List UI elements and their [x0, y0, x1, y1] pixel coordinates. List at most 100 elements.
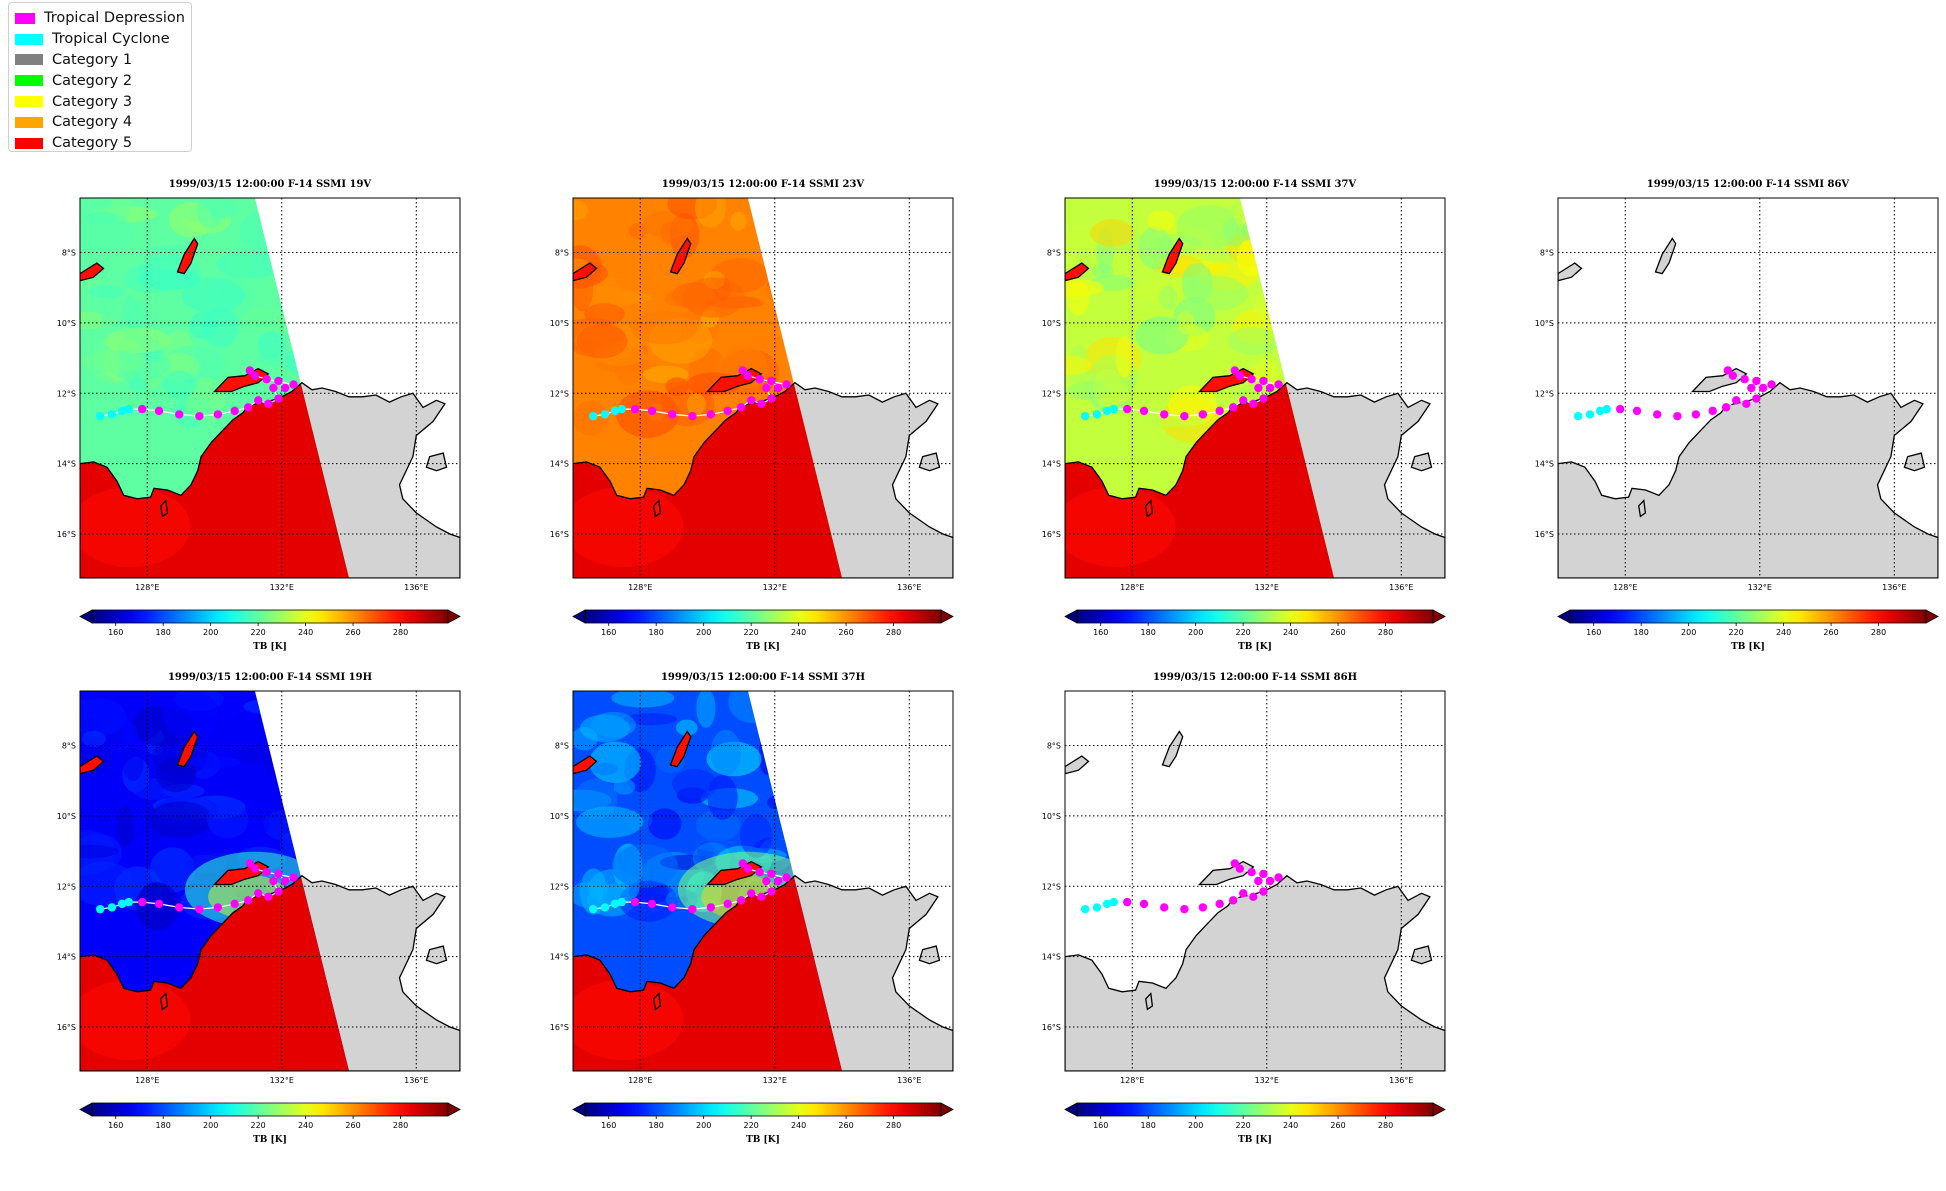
legend-label: Tropical Cyclone — [52, 31, 170, 48]
colorbar-tick-label: 180 — [1634, 628, 1649, 637]
colorbar-tick-label: 200 — [1681, 628, 1696, 637]
colorbar-tick-label: 260 — [1330, 1121, 1345, 1130]
track-point — [245, 859, 255, 868]
y-tick-label: 12°S — [1042, 389, 1061, 398]
y-tick-label: 10°S — [550, 319, 569, 328]
track-point — [1160, 410, 1169, 419]
track-point — [1602, 404, 1611, 414]
track-point — [1215, 406, 1224, 416]
track-point — [245, 366, 255, 375]
coastline — [176, 730, 199, 768]
x-tick-label: 128°E — [1120, 1076, 1144, 1085]
colorbar-tick-label: 240 — [1776, 628, 1791, 637]
map-plot: 128°E 132°E 136°E 8°S 10°S 12°S 14°S 16°S 160 180… — [1042, 690, 1446, 1145]
colorbar-tick-label: 200 — [696, 628, 711, 637]
track-point — [269, 383, 278, 393]
track-point — [617, 897, 626, 907]
track-point — [95, 411, 105, 421]
colorbar-extend-high — [1432, 1102, 1446, 1117]
track-point — [107, 410, 117, 419]
coastline — [653, 499, 662, 518]
y-tick-label: 8°S — [1540, 249, 1554, 258]
track-point — [175, 903, 184, 912]
colorbar-tick-label: 280 — [886, 1121, 901, 1130]
track-point — [274, 394, 283, 403]
track-point — [600, 903, 610, 912]
colorbar-extend-high — [447, 609, 461, 624]
y-tick-label: 8°S — [555, 249, 569, 258]
track-point — [107, 903, 117, 912]
colorbar-tick-label: 240 — [791, 628, 806, 637]
colorbar-extend-high — [447, 1102, 461, 1117]
map-plot: 128°E 132°E 136°E 8°S 10°S 12°S 14°S 16°S 160 180… — [57, 690, 461, 1145]
track-point — [213, 903, 223, 912]
track-point — [1180, 904, 1189, 914]
track-point — [1274, 873, 1283, 882]
x-tick-label: 132°E — [270, 583, 294, 592]
track-point — [138, 897, 147, 907]
colorbar — [1076, 609, 1434, 624]
track-point — [767, 869, 776, 879]
track-point — [264, 399, 273, 409]
legend-item: Category 3 — [15, 91, 185, 112]
panel-title: 1999/03/15 12:00:00 F-14 SSMI 37V — [1153, 179, 1357, 190]
island — [1411, 453, 1432, 471]
legend-swatch — [15, 54, 43, 66]
x-tick-label: 128°E — [1120, 583, 1144, 592]
x-tick-label: 128°E — [628, 1076, 652, 1085]
colorbar-tick-label: 220 — [1728, 628, 1743, 637]
coastline — [705, 367, 763, 393]
track-point — [1230, 366, 1240, 375]
x-tick-label: 136°E — [404, 1076, 428, 1085]
y-tick-label: 12°S — [1535, 389, 1554, 398]
x-tick-label: 136°E — [1389, 1076, 1413, 1085]
track-point — [1616, 404, 1625, 414]
y-tick-label: 16°S — [57, 530, 76, 539]
track-point — [782, 873, 791, 882]
track-point — [1230, 859, 1240, 868]
y-tick-label: 16°S — [1042, 530, 1061, 539]
track-point — [1102, 899, 1112, 909]
panel-title: 1999/03/15 12:00:00 F-14 SSMI 23V — [661, 179, 865, 190]
track-point — [95, 904, 105, 914]
y-tick-label: 16°S — [550, 1023, 569, 1032]
track-point — [1180, 411, 1189, 421]
colorbar-tick-label: 260 — [345, 628, 360, 637]
track-point — [175, 410, 184, 419]
track-point — [117, 899, 127, 909]
track-point — [1109, 897, 1118, 907]
track-point — [1752, 376, 1761, 386]
track-point — [757, 399, 766, 409]
coastline — [918, 945, 941, 965]
track-point — [1092, 903, 1102, 912]
colorbar-tick-label: 200 — [1188, 628, 1203, 637]
coastline — [160, 499, 169, 518]
colorbar-tick-label: 220 — [250, 1121, 265, 1130]
x-tick-label: 128°E — [628, 583, 652, 592]
colorbar-tick-label: 280 — [1871, 628, 1886, 637]
colorbar-tick-label: 240 — [1283, 628, 1298, 637]
colorbar-tick-label: 260 — [1823, 628, 1838, 637]
track-point — [1767, 380, 1776, 389]
y-tick-label: 8°S — [1047, 742, 1061, 751]
track-point — [1721, 403, 1731, 412]
track-point — [1723, 366, 1733, 375]
track-point — [723, 899, 732, 909]
track-point — [1139, 406, 1149, 416]
track-point — [706, 410, 716, 419]
y-tick-label: 8°S — [62, 742, 76, 751]
track-point — [1249, 399, 1258, 409]
x-tick-label: 136°E — [897, 1076, 921, 1085]
colorbar-tick-label: 280 — [1378, 628, 1393, 637]
coastline — [212, 860, 270, 886]
map-plot: 128°E 132°E 136°E 8°S 10°S 12°S 14°S 16°S 160 180… — [1042, 197, 1446, 652]
track-point — [1123, 404, 1132, 414]
track-point — [264, 892, 273, 902]
y-tick-label: 14°S — [550, 460, 569, 469]
track-point — [1259, 376, 1268, 386]
x-tick-label: 132°E — [1255, 583, 1279, 592]
coastline — [1145, 499, 1154, 518]
coastline — [1197, 367, 1255, 393]
colorbar-label: TB [K] — [1238, 642, 1272, 652]
island — [1558, 263, 1582, 281]
